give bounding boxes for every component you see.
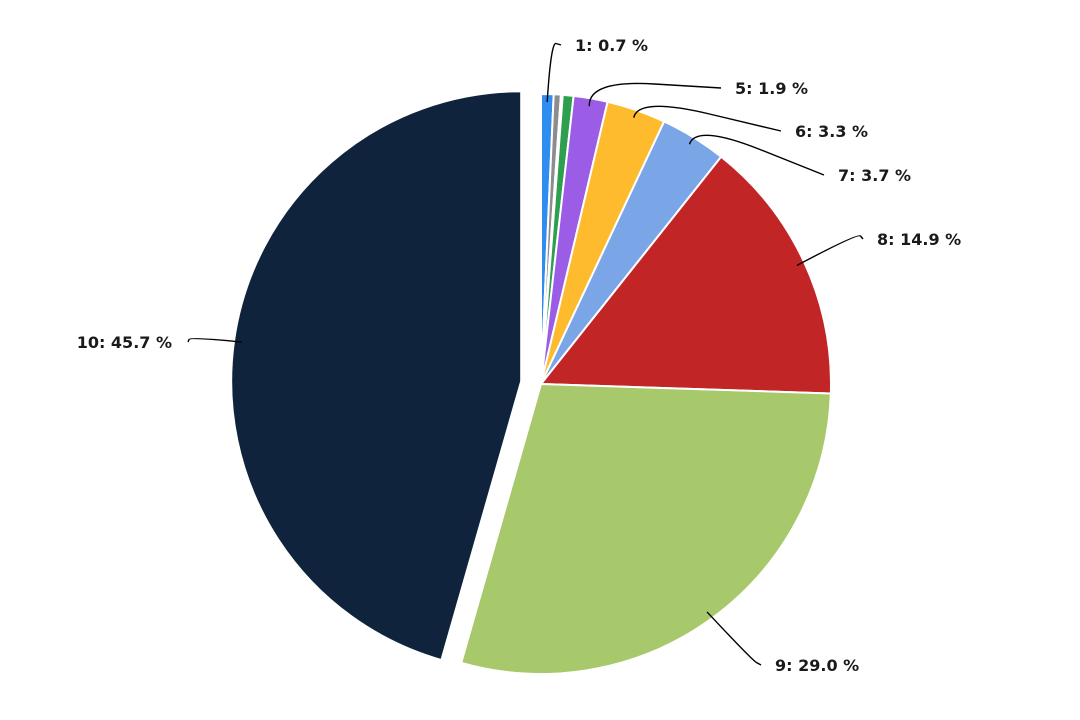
- leader-line-9: [706, 611, 762, 666]
- leader-line-8: [796, 235, 864, 267]
- slices-layer: [230, 90, 832, 675]
- leader-line-6: [633, 105, 782, 132]
- leader-line-7: [688, 134, 825, 176]
- leader-line-10: [187, 337, 242, 343]
- leader-lines-layer: [187, 42, 864, 666]
- pie-slice-9[interactable]: [459, 382, 832, 675]
- slice-label-10: 10: 45.7 %: [77, 333, 172, 352]
- pie-slice-10[interactable]: [230, 90, 523, 662]
- slice-label-1: 1: 0.7 %: [575, 36, 648, 55]
- slice-labels-layer: 1: 0.7 % 5: 1.9 % 6: 3.3 % 7: 3.7 % 8: 14.9 …: [77, 36, 962, 675]
- leader-line-5: [588, 82, 722, 107]
- slice-label-5: 5: 1.9 %: [735, 79, 808, 98]
- slice-label-9: 9: 29.0 %: [775, 656, 859, 675]
- slice-label-8: 8: 14.9 %: [877, 230, 961, 249]
- slice-label-6: 6: 3.3 %: [795, 122, 868, 141]
- leader-line-1: [546, 42, 562, 103]
- slice-label-7: 7: 3.7 %: [838, 166, 911, 185]
